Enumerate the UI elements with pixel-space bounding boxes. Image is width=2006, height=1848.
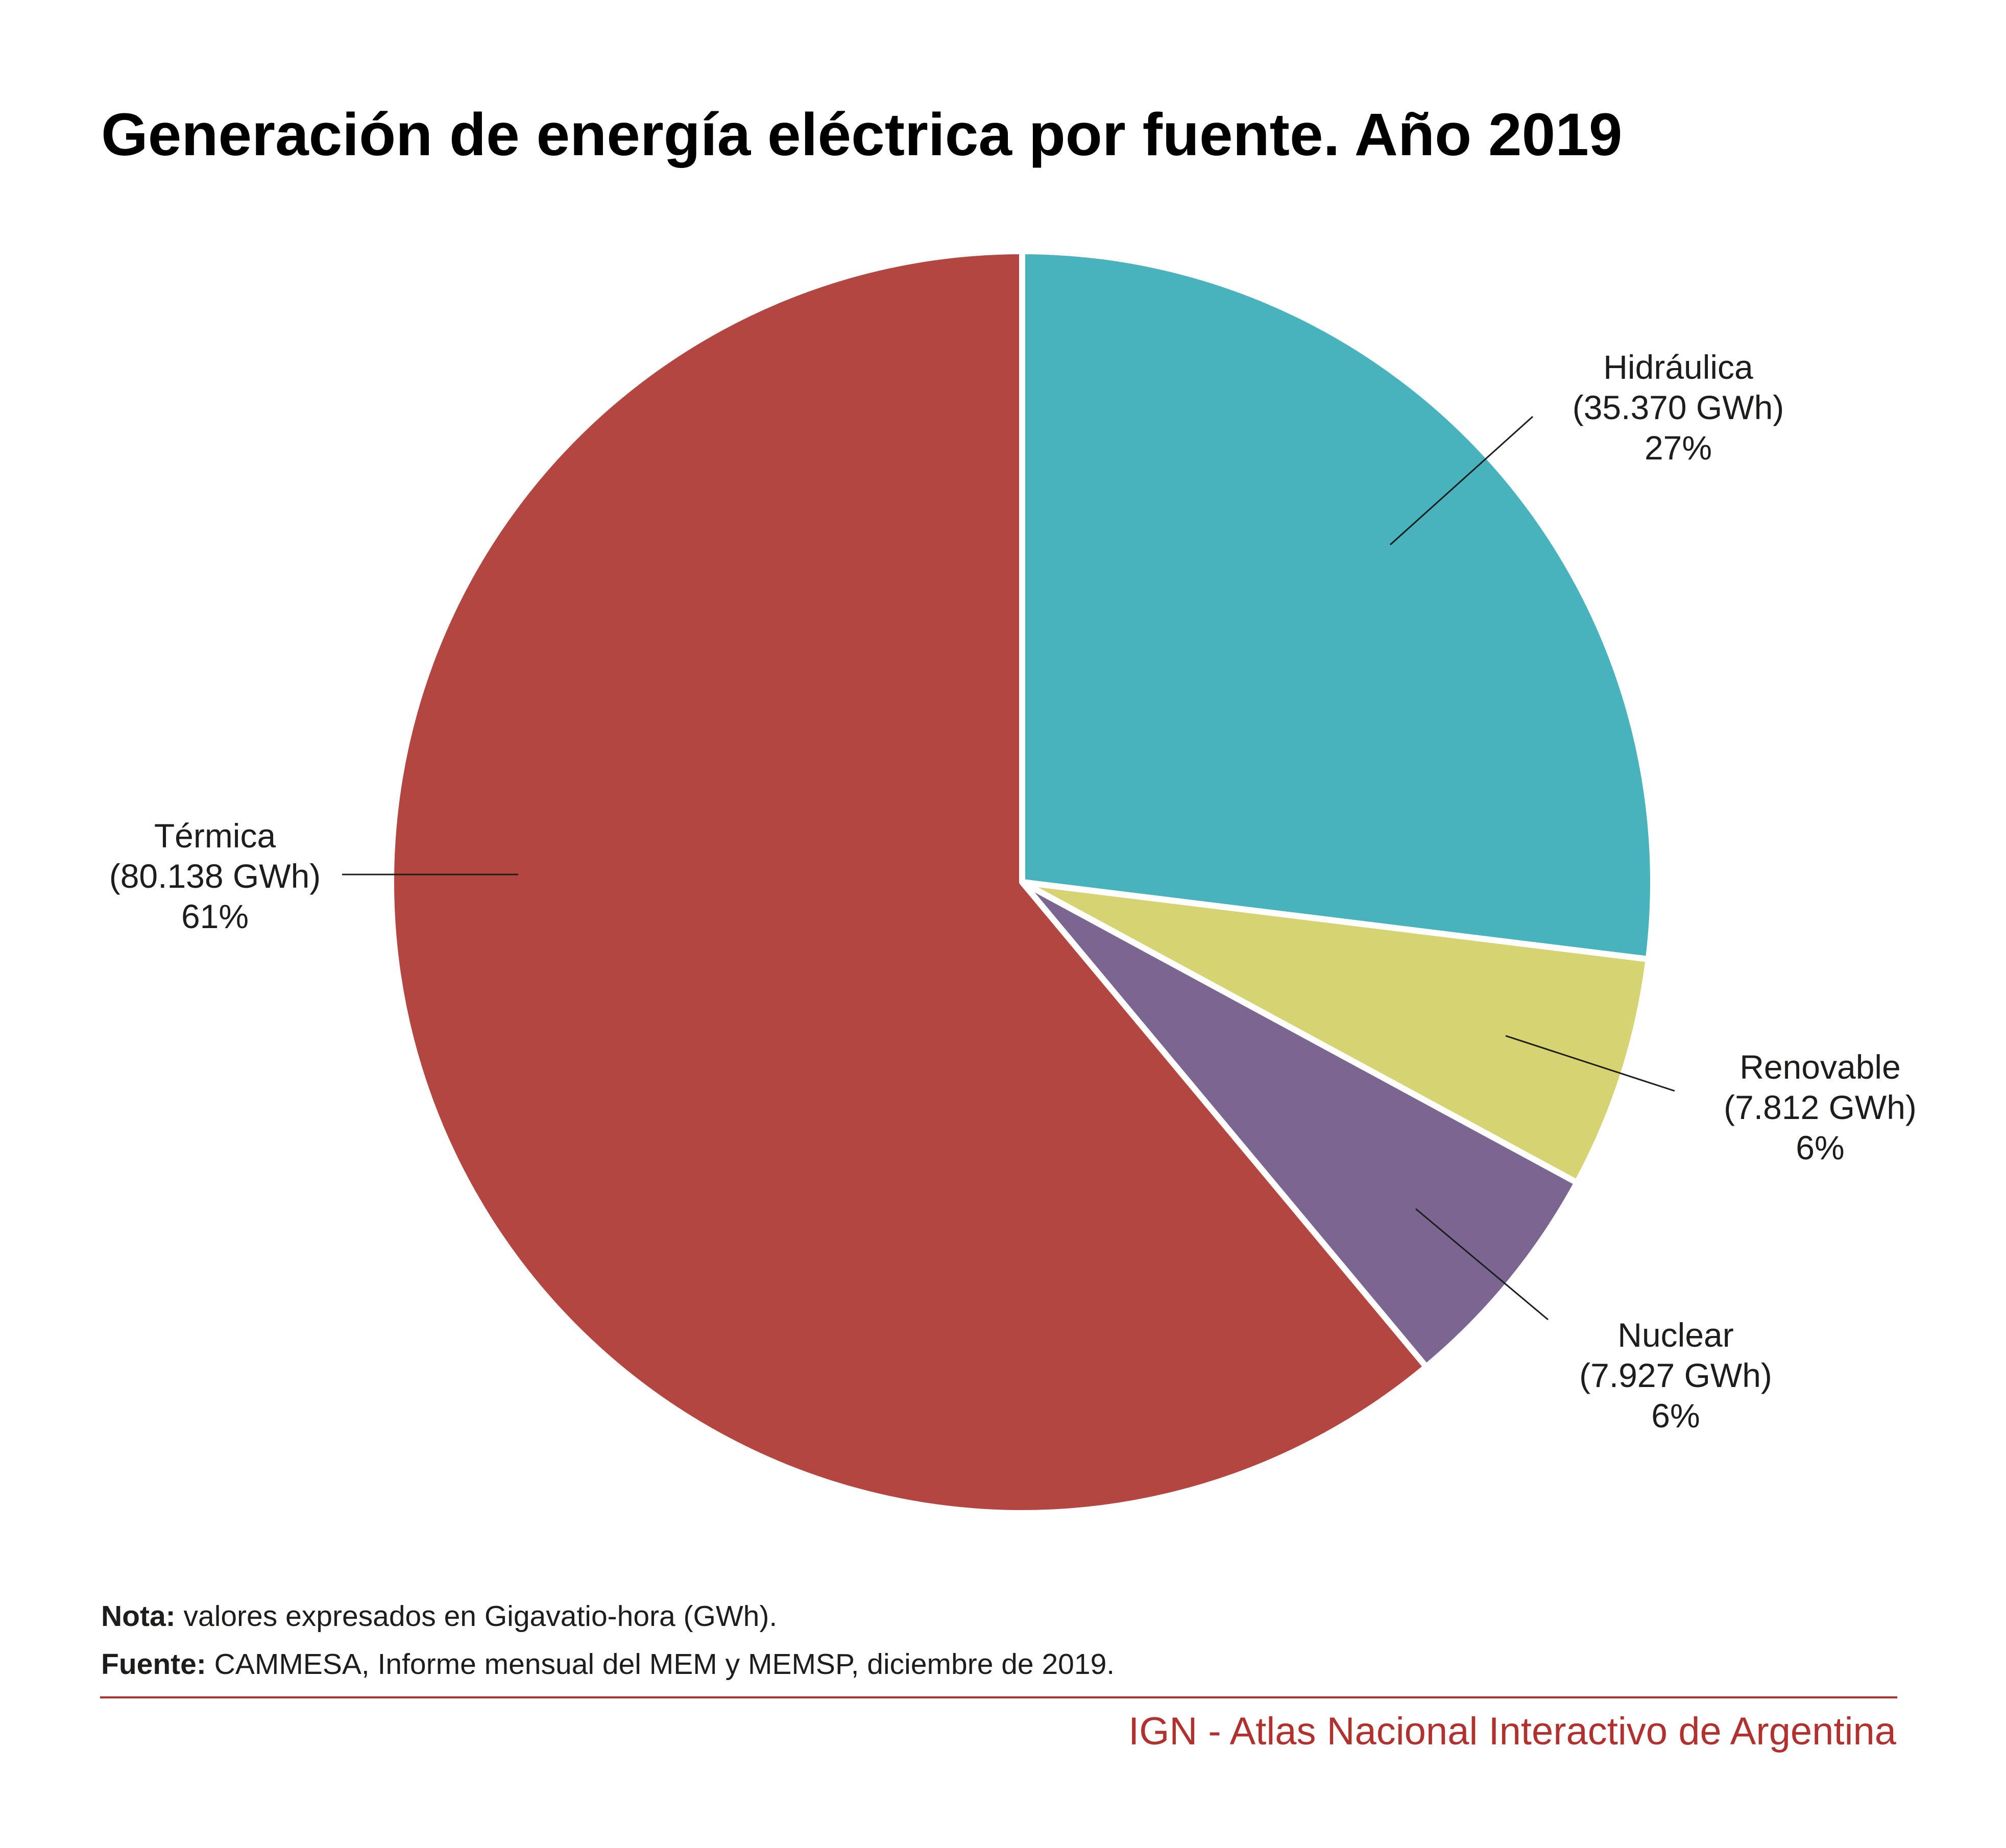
slice-labels: Hidráulica(35.370 GWh)27% Renovable(7.812… xyxy=(109,348,1917,1434)
leader-line-renovable xyxy=(1505,1035,1675,1092)
pie-slice-termica xyxy=(388,248,1430,1516)
slice-percent-hidraulica: 27% xyxy=(1645,429,1712,467)
footer-brand: IGN - Atlas Nacional Interactivo de Arge… xyxy=(1128,1710,1896,1753)
slice-value-hidraulica: (35.370 GWh) xyxy=(1573,388,1784,426)
pie-slices xyxy=(388,248,1656,1516)
slice-name-hidraulica: Hidráulica xyxy=(1603,348,1753,386)
source-text: Fuente: CAMMESA, Informe mensual del MEM… xyxy=(101,1647,1115,1681)
slice-name-nuclear: Nuclear xyxy=(1617,1316,1733,1354)
footer-divider xyxy=(100,1696,1897,1698)
leader-line-nuclear xyxy=(1415,1208,1549,1321)
chart-title: Generación de energía eléctrica por fuen… xyxy=(101,101,1623,168)
pie-slice-hidraulica xyxy=(1019,248,1656,962)
slice-percent-termica: 61% xyxy=(181,897,249,935)
slice-name-renovable: Renovable xyxy=(1739,1048,1901,1086)
slice-value-nuclear: (7.927 GWh) xyxy=(1579,1356,1772,1394)
slice-name-termica: Térmica xyxy=(154,817,276,855)
slice-percent-renovable: 6% xyxy=(1796,1129,1844,1166)
leader-lines xyxy=(342,416,1675,1321)
slice-value-renovable: (7.812 GWh) xyxy=(1724,1088,1917,1126)
note-label: Nota: xyxy=(101,1600,176,1633)
note-body: valores expresados en Gigavatio-hora (GW… xyxy=(175,1600,778,1633)
slice-value-termica: (80.138 GWh) xyxy=(109,857,321,895)
pie-slice-nuclear xyxy=(1019,879,1580,1370)
source-body: CAMMESA, Informe mensual del MEM y MEMSP… xyxy=(206,1648,1115,1681)
leader-line-hidraulica xyxy=(1389,416,1534,546)
source-label: Fuente: xyxy=(101,1648,206,1681)
note-text: Nota: valores expresados en Gigavatio-ho… xyxy=(101,1599,777,1633)
slice-percent-nuclear: 6% xyxy=(1651,1397,1700,1434)
